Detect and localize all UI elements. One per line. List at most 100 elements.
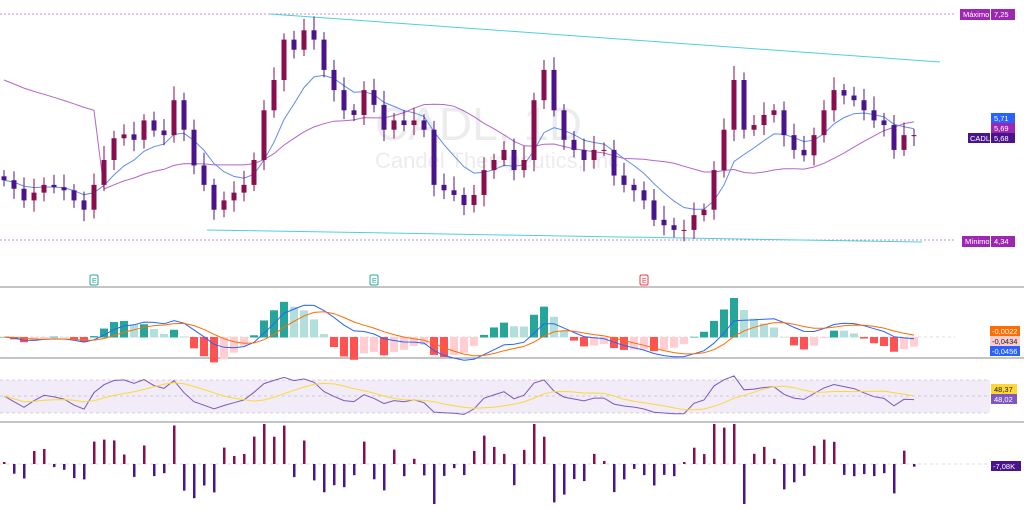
volume-bar — [853, 464, 856, 477]
macd-histogram-bar — [800, 337, 808, 350]
candle — [121, 134, 127, 139]
earnings-marker[interactable]: E — [89, 274, 99, 286]
macd-histogram-bar — [250, 335, 258, 338]
macd-histogram-bar — [390, 337, 398, 353]
trendline-lower[interactable] — [206, 229, 923, 243]
candle — [871, 110, 877, 121]
macd-histogram-bar — [170, 329, 178, 338]
candle — [221, 200, 227, 210]
candle — [691, 215, 697, 230]
volume-bar — [363, 441, 366, 464]
macd-histogram-bar — [140, 324, 148, 338]
macd-histogram-bar — [80, 337, 88, 342]
volume-bar — [213, 464, 216, 493]
macd-histogram-bar — [790, 337, 798, 346]
volume-bar — [113, 440, 116, 464]
candle — [541, 69, 547, 101]
candle — [181, 100, 187, 130]
volume-bar — [193, 464, 196, 499]
volume-bar — [133, 464, 136, 477]
candle — [71, 190, 77, 201]
volume-bar — [153, 464, 156, 477]
macd-histogram-bar — [910, 337, 918, 347]
svg-text:5,68: 5,68 — [994, 134, 1009, 143]
macd-histogram-bar — [810, 337, 818, 346]
macd-histogram-bar — [180, 336, 188, 338]
volume-bar — [93, 441, 96, 464]
candle — [831, 90, 837, 111]
candle — [391, 120, 397, 130]
macd-histogram-bar — [780, 336, 788, 338]
macd-histogram-bar — [640, 337, 648, 350]
earnings-marker[interactable]: E — [639, 274, 649, 286]
macd-histogram-bar — [620, 337, 628, 350]
candle — [791, 135, 797, 150]
candle — [491, 160, 497, 171]
macd-histogram-bar — [420, 337, 428, 345]
volume-bar — [383, 464, 386, 491]
candle — [571, 139, 577, 150]
candle — [651, 200, 657, 220]
macd-histogram-bar — [720, 309, 728, 338]
rsi-band — [0, 380, 990, 413]
macd-histogram-bar — [760, 323, 768, 338]
macd-histogram-bar — [820, 337, 828, 339]
candle — [361, 90, 367, 115]
candle — [851, 95, 857, 101]
volume-bar — [643, 464, 646, 476]
candle — [821, 110, 827, 136]
macd-histogram-bar — [40, 337, 48, 339]
max-label: Máximo 7,25 — [960, 9, 1015, 20]
macd-histogram-bar — [900, 337, 908, 350]
candle — [421, 120, 427, 130]
volume-bar — [863, 464, 866, 475]
candle — [901, 135, 907, 150]
macd-histogram-bar — [330, 337, 338, 348]
candle — [471, 194, 477, 206]
candle — [111, 138, 117, 161]
volume-bar — [223, 447, 226, 464]
candle — [171, 100, 177, 136]
candle — [21, 188, 27, 201]
macd-histogram-bar — [840, 330, 848, 338]
volume-bar — [343, 464, 346, 488]
volume-bar — [83, 464, 86, 480]
macd-histogram-bar — [560, 330, 568, 338]
candle — [561, 110, 567, 140]
candle — [81, 200, 87, 210]
candle — [151, 120, 157, 131]
volume-bar — [523, 449, 526, 464]
macd-histogram-bar — [530, 314, 538, 338]
candle — [811, 135, 817, 156]
rsi-ma-line — [3, 382, 915, 411]
candle — [381, 104, 387, 130]
macd-histogram-bar — [490, 327, 498, 338]
svg-text:-0,0434: -0,0434 — [992, 337, 1017, 346]
volume-bar — [283, 425, 286, 464]
candle — [451, 190, 457, 195]
volume-bar — [683, 462, 686, 464]
macd-histogram-bar — [130, 324, 138, 338]
volume-bar — [833, 441, 836, 464]
macd-histogram-bar — [70, 337, 78, 340]
candle — [721, 129, 727, 171]
macd-histogram-bar — [150, 328, 158, 338]
volume-bar — [333, 464, 336, 486]
candle — [771, 110, 777, 115]
ma-fast-label: 5,71 — [991, 113, 1015, 123]
trendline-upper[interactable] — [269, 13, 941, 63]
volume-bar — [243, 454, 246, 464]
candle — [271, 80, 277, 111]
svg-text:48,02: 48,02 — [994, 395, 1013, 404]
candle — [331, 69, 337, 91]
volume-bar — [693, 447, 696, 464]
candle — [751, 125, 757, 130]
volume-bar — [873, 464, 876, 477]
macd-histogram-bar — [120, 320, 128, 338]
volume-bar — [903, 450, 906, 464]
candle — [101, 160, 107, 185]
macd-histogram-bar — [830, 330, 838, 338]
volume-bar — [3, 462, 6, 464]
earnings-marker[interactable]: E — [369, 274, 379, 286]
